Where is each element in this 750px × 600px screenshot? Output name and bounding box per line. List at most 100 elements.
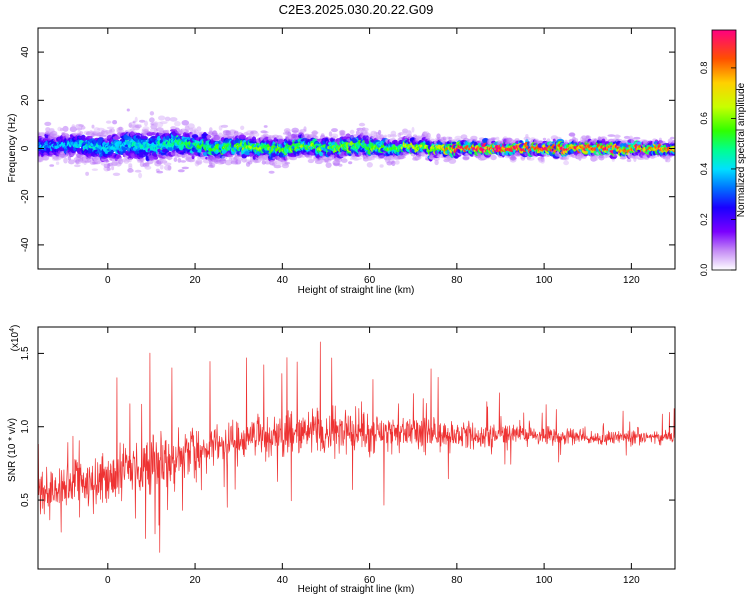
snr-multiplier-base: (x10 xyxy=(10,331,21,351)
spectrogram-cell xyxy=(80,135,86,139)
spectrogram-x-tick-label: 60 xyxy=(364,275,376,286)
spectrogram-cell xyxy=(490,137,497,141)
spectrogram-cell xyxy=(542,137,547,141)
spectrogram-cell xyxy=(44,121,52,126)
spectrogram-y-tick-label: 20 xyxy=(20,94,31,106)
spectrogram-cell xyxy=(291,133,300,139)
spectrogram-cell xyxy=(194,140,200,144)
spectrogram-cell xyxy=(426,132,431,138)
spectrogram-cell xyxy=(325,162,332,169)
spectrogram-cell xyxy=(384,134,387,138)
spectrogram-cell xyxy=(185,130,190,134)
spectrogram-cell xyxy=(411,126,415,133)
spectrogram-cell xyxy=(379,164,384,168)
spectrogram-cell xyxy=(598,154,605,161)
spectrogram-cell xyxy=(495,136,500,141)
spectrogram-cell xyxy=(111,165,115,171)
spectrogram-cell xyxy=(167,165,172,171)
spectrogram-cell xyxy=(338,163,343,167)
spectrogram-cell xyxy=(332,135,337,139)
spectrogram-cell xyxy=(67,156,72,161)
spectrogram-cell xyxy=(149,111,155,116)
spectrogram-cell xyxy=(633,136,641,140)
spectrogram-cell xyxy=(452,141,457,145)
spectrogram-cell xyxy=(402,130,408,136)
spectrogram-cell xyxy=(144,120,148,127)
spectrogram-cell xyxy=(354,157,362,161)
spectrogram-cell xyxy=(263,125,268,128)
spectrogram-cell xyxy=(262,131,269,134)
spectrogram-cell xyxy=(74,164,81,168)
spectrogram-cell xyxy=(164,116,171,122)
spectrogram-cell xyxy=(309,156,313,161)
spectrogram-cell xyxy=(62,125,69,132)
spectrogram-cell xyxy=(191,129,199,135)
spectrogram-cell xyxy=(614,134,620,139)
spectrogram-cell xyxy=(345,134,351,138)
spectrogram-x-tick-label: 0 xyxy=(105,275,111,286)
spectrogram-cell xyxy=(181,120,190,126)
spectrogram-cell xyxy=(112,120,118,125)
snr-panel: 0 20 40 60 80 100 120 0.51.01.5 Height of stra… xyxy=(7,325,676,595)
spectrogram-cell xyxy=(71,124,76,128)
spectrogram-cell xyxy=(220,124,229,128)
snr-x-tick-label: 120 xyxy=(623,575,640,586)
spectrogram-cell xyxy=(364,131,368,137)
snr-y-ticks: 0.51.01.5 xyxy=(20,346,675,507)
spectrogram-cell xyxy=(540,158,545,164)
spectrogram-y-tick-label: 40 xyxy=(20,46,31,58)
snr-x-axis-label: Height of straight line (km) xyxy=(298,584,415,595)
svg-text:(x104): (x104) xyxy=(9,325,21,352)
spectrogram-cell xyxy=(112,136,121,140)
spectrogram-x-tick-label: 80 xyxy=(451,275,463,286)
spectrogram-cell xyxy=(400,156,406,159)
spectrogram-cell xyxy=(212,130,218,136)
spectrogram-cell xyxy=(626,158,632,163)
spectrogram-cell xyxy=(167,156,172,161)
snr-x-tick-label: 0 xyxy=(105,575,111,586)
spectrogram-cell xyxy=(139,157,145,163)
spectrogram-cell xyxy=(442,136,447,141)
spectrogram-cell xyxy=(607,134,616,137)
spectrogram-cell xyxy=(196,161,202,164)
spectrogram-cell xyxy=(221,155,228,160)
snr-y-tick-label: 0.5 xyxy=(20,493,31,507)
spectrogram-cell xyxy=(333,162,340,167)
spectrogram-cell xyxy=(128,165,133,169)
colorbar-tick-label: 0.4 xyxy=(699,163,709,176)
spectrogram-cell xyxy=(341,158,348,163)
spectrogram-cell xyxy=(49,164,55,167)
spectrogram-cell xyxy=(91,124,95,129)
spectrogram-cell xyxy=(320,133,325,138)
spectrogram-cell xyxy=(519,140,523,144)
spectrogram-cell xyxy=(391,160,396,167)
spectrogram-x-tick-label: 100 xyxy=(536,275,553,286)
spectrogram-cell xyxy=(252,132,260,138)
spectrogram-cell xyxy=(356,130,360,136)
snr-x-tick-label: 20 xyxy=(190,575,202,586)
spectrogram-cell xyxy=(146,160,154,165)
spectrogram-cell xyxy=(292,130,299,133)
spectrogram-cell xyxy=(180,160,187,163)
spectrogram-cell xyxy=(118,126,123,131)
snr-x-tick-label: 40 xyxy=(277,575,289,586)
spectrogram-cell xyxy=(298,131,304,136)
spectrogram-cell xyxy=(156,170,164,174)
snr-y-axis-label: SNR (10 * v/v) xyxy=(7,418,18,482)
spectrogram-cell xyxy=(106,167,111,171)
spectrogram-cell xyxy=(448,158,457,164)
spectrogram-cell xyxy=(130,169,135,173)
spectrogram-cell xyxy=(434,159,439,166)
spectrogram-cell xyxy=(238,134,247,139)
snr-y-tick-label: 1.5 xyxy=(20,346,31,360)
spectrogram-cell xyxy=(50,130,58,137)
spectrogram-cell xyxy=(173,157,178,163)
spectrogram-y-axis-label: Frequency (Hz) xyxy=(7,114,18,183)
spectrogram-cell xyxy=(105,158,109,162)
spectrogram-cell xyxy=(315,135,319,140)
spectrogram-cell xyxy=(63,157,68,164)
spectrogram-cell xyxy=(159,121,168,125)
snr-multiplier-close: ) xyxy=(10,325,21,328)
spectrogram-cell xyxy=(65,133,70,140)
